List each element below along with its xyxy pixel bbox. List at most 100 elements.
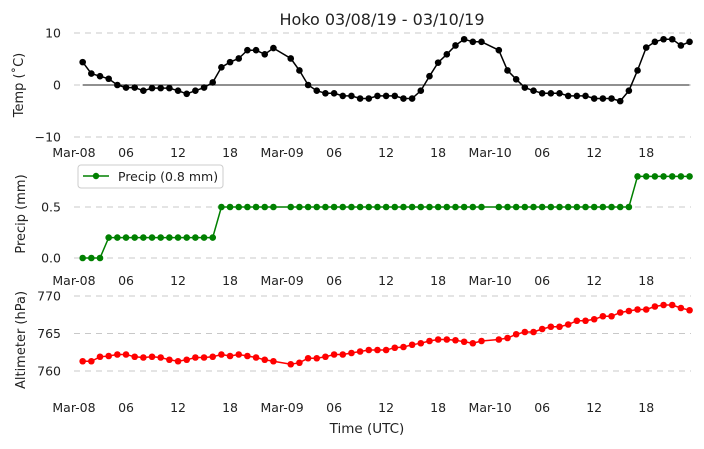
- temp-data-point: [547, 90, 555, 97]
- altimeter-data-point: [478, 337, 485, 345]
- temp-data-point: [504, 67, 511, 74]
- temp-data-point: [244, 46, 251, 54]
- temp-data-point: [218, 64, 225, 71]
- temp-data-point: [235, 55, 243, 62]
- altimeter-data-point: [434, 336, 442, 343]
- temp-data-point: [174, 87, 182, 95]
- altimeter-x-tick-label: 18: [638, 400, 654, 415]
- altimeter-x-tick-label: 12: [378, 400, 394, 415]
- precip-data-point: [348, 203, 355, 211]
- temp-data-point: [365, 95, 373, 102]
- temp-data-point: [521, 84, 529, 91]
- altimeter-y-tick-label: 765: [37, 326, 61, 341]
- altimeter-data-point: [374, 346, 381, 354]
- temp-data-point: [148, 84, 156, 92]
- temp-data-point: [530, 87, 537, 95]
- precip-data-point: [382, 203, 390, 211]
- temp-data-point: [200, 84, 208, 91]
- altimeter-data-point: [512, 330, 520, 338]
- temp-data-point: [495, 46, 503, 54]
- precip-data-point: [564, 203, 572, 211]
- altimeter-x-tick-label: 06: [326, 400, 342, 415]
- temp-data-point: [582, 92, 589, 100]
- precip-data-point: [391, 203, 399, 211]
- precip-data-point: [677, 173, 685, 180]
- altimeter-data-point: [391, 344, 399, 352]
- temp-y-tick-label: −10: [35, 130, 61, 145]
- precip-data-point: [114, 234, 121, 241]
- temp-data-point: [114, 81, 121, 89]
- temp-data-point: [452, 42, 459, 49]
- precip-data-point: [521, 203, 529, 211]
- temp-data-point: [330, 90, 338, 97]
- temp-x-tick-label: 06: [534, 145, 550, 160]
- altimeter-data-point: [330, 351, 338, 358]
- altimeter-data-point: [105, 352, 112, 360]
- precip-x-tick-label: Mar-09: [260, 273, 303, 288]
- temp-data-point: [252, 46, 260, 54]
- altimeter-data-point: [469, 339, 477, 347]
- precip-data-point: [244, 203, 251, 211]
- temp-data-point: [192, 87, 199, 95]
- temp-data-point: [538, 90, 546, 97]
- altimeter-data-point: [677, 304, 685, 312]
- precip-data-point: [365, 203, 373, 211]
- temp-data-point: [478, 38, 485, 46]
- precip-data-point: [625, 203, 633, 211]
- precip-data-point: [582, 203, 589, 211]
- temp-x-tick-label: 12: [586, 145, 602, 160]
- altimeter-data-point: [192, 354, 199, 361]
- precip-data-point: [408, 203, 416, 211]
- altimeter-data-point: [382, 346, 390, 354]
- precip-data-point: [356, 203, 364, 211]
- precip-data-point: [140, 234, 147, 241]
- precip-data-point: [192, 234, 199, 241]
- precip-data-point: [469, 203, 477, 211]
- altimeter-data-point: [564, 321, 572, 328]
- altimeter-data-point: [304, 354, 312, 362]
- altimeter-data-point: [96, 353, 104, 361]
- temp-data-point: [322, 90, 329, 97]
- temp-data-point: [348, 92, 355, 100]
- altimeter-data-point: [608, 312, 615, 320]
- precip-data-point: [651, 173, 659, 180]
- altimeter-data-point: [573, 317, 581, 325]
- precip-data-point: [183, 234, 191, 241]
- precip-data-point: [434, 203, 442, 211]
- temp-x-tick-label: 12: [378, 145, 394, 160]
- altimeter-x-tick-label: 12: [170, 400, 186, 415]
- altimeter-data-point: [218, 351, 225, 358]
- altimeter-data-point: [651, 303, 659, 310]
- temp-data-point: [374, 92, 381, 100]
- altimeter-data-point: [400, 343, 407, 351]
- altimeter-data-point: [417, 339, 425, 347]
- altimeter-data-point: [322, 353, 329, 361]
- temp-data-point: [651, 38, 659, 46]
- altimeter-data-point: [209, 353, 217, 361]
- altimeter-x-tick-label: 12: [586, 400, 602, 415]
- precip-data-point: [96, 254, 104, 262]
- temp-data-point: [88, 70, 95, 77]
- altimeter-x-tick-label: 18: [222, 400, 238, 415]
- temp-data-point: [79, 58, 86, 66]
- temp-data-point: [677, 42, 685, 49]
- precip-y-tick-label: 0.0: [41, 251, 61, 266]
- precip-data-point: [547, 203, 555, 211]
- chart-title: Hoko 03/08/19 - 03/10/19: [279, 10, 484, 29]
- temp-data-point: [512, 75, 520, 83]
- precip-data-point: [296, 203, 303, 211]
- temp-data-point: [417, 87, 425, 95]
- precip-data-point: [495, 203, 503, 211]
- temp-data-point: [105, 75, 112, 83]
- temp-data-point: [339, 92, 347, 100]
- altimeter-data-point: [426, 337, 433, 345]
- precip-data-point: [235, 203, 243, 211]
- temp-data-point: [296, 67, 303, 74]
- temp-data-point: [434, 59, 442, 66]
- precip-data-point: [478, 203, 485, 211]
- temp-x-tick-label: 12: [170, 145, 186, 160]
- precip-data-point: [634, 173, 641, 180]
- temp-data-point: [426, 72, 433, 80]
- precip-data-point: [443, 203, 451, 211]
